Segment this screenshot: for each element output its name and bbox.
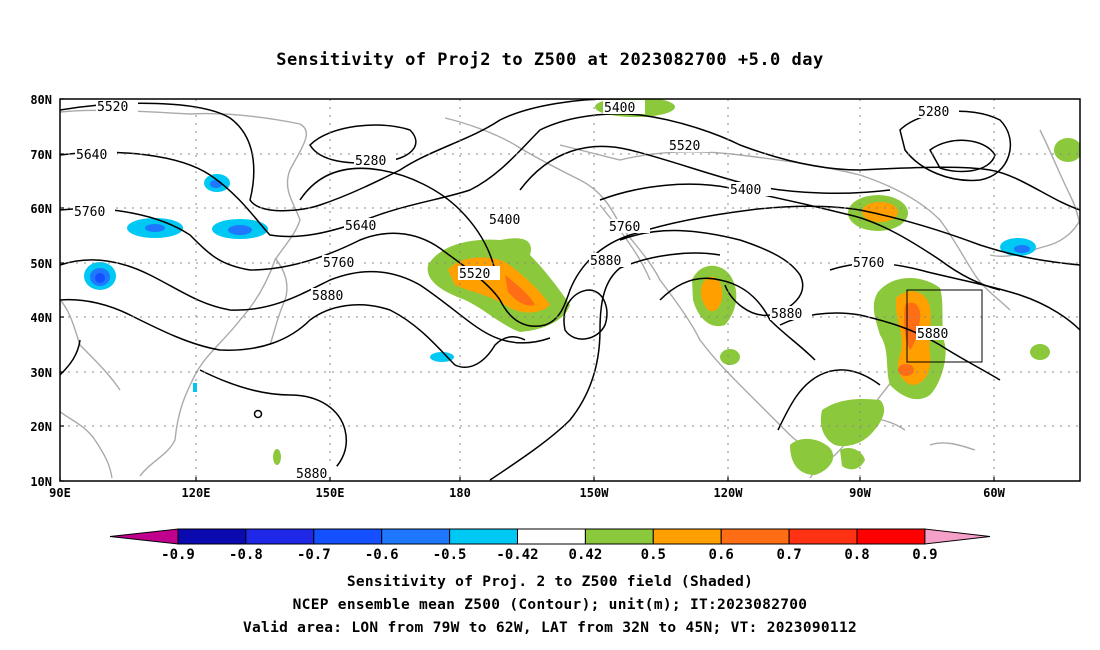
lon-label: 180 [449,486,471,500]
colorbar-segment [245,528,315,545]
contour-label: 5520 [97,100,128,115]
colorbar-segment [313,528,383,545]
contour-label: 5400 [489,213,520,228]
lon-label: 120E [182,486,211,500]
grid [60,99,1080,481]
lat-label: 10N [30,475,52,489]
longitude-labels: 90E 120E 150E 180 150W 120W 90W 60W [49,486,1005,500]
sensitivity-shading [84,99,1080,475]
colorbar-segment [856,528,926,545]
colorbar-label: 0.7 [776,547,801,563]
contour-label: 5880 [917,327,948,342]
contour-labels: 5520 5640 5760 5280 5400 5520 5400 5280 … [73,99,959,482]
lat-label: 40N [30,311,52,325]
map-title: Sensitivity of Proj2 to Z500 at 20230827… [276,50,824,70]
contour-label: 5760 [323,256,354,271]
contour-label: 5880 [296,467,327,482]
contour-label: 5520 [459,267,490,282]
contour-label: 5880 [312,289,343,304]
colorbar-segment [788,528,858,545]
colorbar-label: -0.6 [365,547,399,563]
lon-label: 60W [983,486,1005,500]
lat-label: 30N [30,366,52,380]
contour-label: 5760 [74,205,105,220]
contour-label: 5880 [590,254,621,269]
z500-contours [60,99,1080,481]
valid-area-box [906,289,983,363]
lon-label: 150E [316,486,345,500]
lat-label: 50N [30,257,52,271]
colorbar-label: 0.42 [569,547,603,563]
contour-label: 5520 [669,139,700,154]
contour-label: 5880 [771,307,802,322]
footer-line-2: NCEP ensemble mean Z500 (Contour); unit(… [292,597,808,613]
contour-label: 5640 [76,148,107,163]
colorbar-arrow [109,528,179,545]
lon-label: 150W [580,486,610,500]
lon-label: 120W [714,486,744,500]
contour-label: 5760 [609,220,640,235]
contour-label: 5640 [345,219,376,234]
colorbar-label: -0.42 [496,547,538,563]
footer-line-3: Valid area: LON from 79W to 62W, LAT fro… [242,620,858,636]
colorbar-segment [584,528,654,545]
colorbar-label: -0.8 [229,547,263,563]
footer-line-1: Sensitivity of Proj. 2 to Z500 field (Sh… [346,574,754,590]
colorbar: -0.9 -0.8 -0.7 -0.6 -0.5 -0.42 0.42 0.5 0.6 0.7 0.… [109,528,991,563]
lat-label: 80N [30,93,52,107]
lat-label: 70N [30,148,52,162]
axis-ticks [59,98,995,482]
lon-label: 90E [49,486,71,500]
colorbar-segment [177,528,247,545]
lon-label: 90W [849,486,871,500]
colorbar-label: 0.5 [641,547,666,563]
colorbar-label: -0.5 [433,547,467,563]
colorbar-label: -0.9 [161,547,195,563]
lat-label: 20N [30,420,52,434]
colorbar-label: 0.9 [912,547,937,563]
contour-label: 5280 [355,154,386,169]
colorbar-segment [720,528,790,545]
contour-label: 5760 [853,256,884,271]
lat-label: 60N [30,202,52,216]
contour-label: 5280 [918,105,949,120]
colorbar-segment [449,528,519,545]
contour-label: 5400 [730,183,761,198]
colorbar-label: -0.7 [297,547,331,563]
contour-label: 5400 [604,101,635,116]
colorbar-segment [381,528,451,545]
colorbar-arrow [924,528,991,545]
colorbar-segment [517,528,586,545]
colorbar-label: 0.6 [709,547,734,563]
colorbar-label: 0.8 [844,547,869,563]
colorbar-segment [652,528,722,545]
latitude-labels: 80N 70N 60N 50N 40N 30N 20N 10N [30,93,52,489]
map-frame [59,98,1081,482]
